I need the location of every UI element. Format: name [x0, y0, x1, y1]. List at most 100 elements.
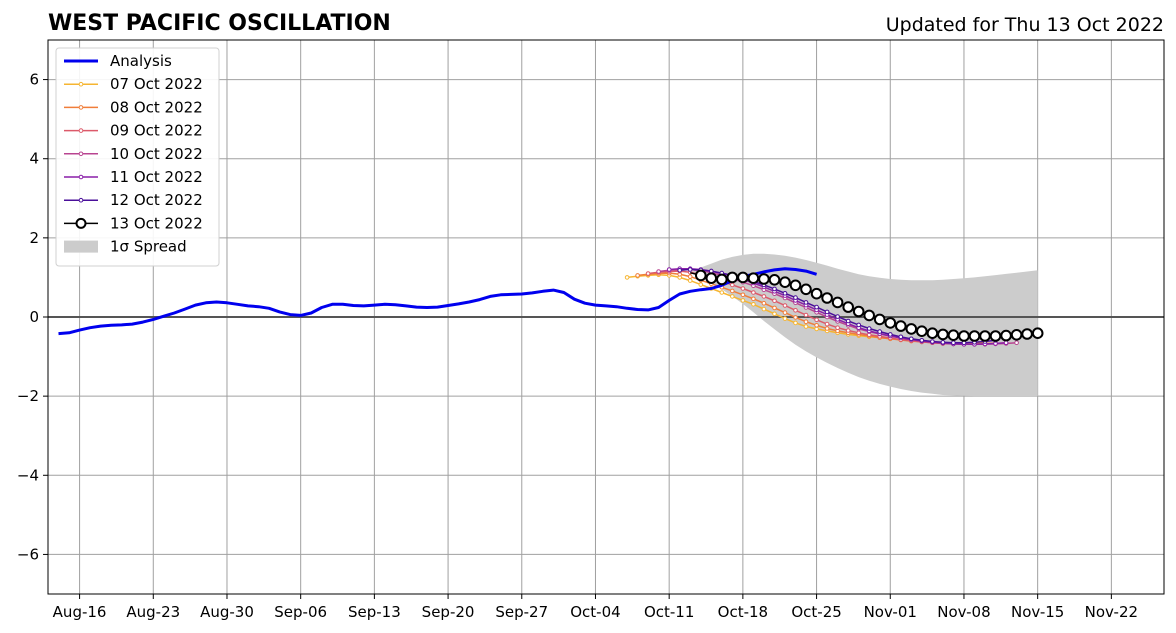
current-point-26 — [958, 330, 970, 342]
forecast-point-5-21 — [898, 334, 904, 340]
x-tick-label-3: Sep-06 — [274, 603, 327, 621]
forecast-point-0-12 — [751, 302, 756, 307]
current-markers — [695, 269, 1044, 342]
forecast-point-2-13 — [782, 303, 788, 308]
forecast-point-0-13 — [761, 306, 767, 312]
forecast-point-2-16 — [814, 317, 819, 323]
forecast-point-4-0 — [666, 267, 672, 272]
forecast-point-2-9 — [740, 286, 746, 291]
current-point-33 — [1031, 327, 1044, 340]
forecast-point-5-24 — [930, 339, 935, 344]
x-tick-label-14: Nov-22 — [1085, 603, 1138, 621]
current-point-9 — [779, 276, 791, 289]
forecast-point-2-17 — [824, 321, 830, 327]
legend-label-3: 09 Oct 2022 — [110, 122, 203, 140]
current-point-7 — [758, 273, 770, 285]
y-tick-label-3: 0 — [29, 308, 39, 326]
legend-marker-forecast-6 — [78, 197, 84, 203]
forecast-point-2-12 — [772, 298, 777, 304]
forecast-point-0-6 — [687, 278, 693, 283]
forecast-point-5-25 — [940, 340, 946, 345]
forecast-point-0-10 — [730, 294, 735, 299]
forecast-point-5-17 — [856, 322, 862, 328]
legend-label-1: 07 Oct 2022 — [110, 75, 203, 93]
forecast-point-5-20 — [888, 332, 893, 337]
forecast-point-5-11 — [793, 295, 798, 300]
forecast-point-5-0 — [677, 268, 683, 273]
legend-label-0: Analysis — [110, 52, 172, 70]
x-tick-label-12: Nov-08 — [937, 603, 990, 621]
forecast-point-2-19 — [845, 328, 851, 333]
forecast-point-3-34 — [1014, 340, 1019, 346]
forecast-point-5-22 — [909, 336, 914, 342]
current-point-28 — [979, 330, 991, 342]
forecast-point-5-19 — [877, 329, 883, 334]
forecast-point-0-14 — [772, 311, 777, 317]
legend-label-8: 1σ Spread — [110, 238, 187, 256]
current-point-5 — [737, 271, 749, 284]
forecast-point-3-0 — [656, 269, 661, 274]
forecast-point-2-14 — [793, 308, 798, 313]
forecast-point-5-16 — [845, 318, 851, 324]
legend-swatch-spread — [64, 240, 98, 253]
x-tick-label-13: Nov-15 — [1011, 603, 1064, 621]
forecast-point-1-12 — [761, 300, 767, 306]
forecast-point-5-18 — [866, 326, 872, 331]
current-point-14 — [831, 296, 844, 309]
current-point-4 — [726, 271, 739, 284]
current-point-23 — [926, 327, 939, 340]
forecast-point-1-13 — [772, 305, 777, 311]
x-tick-label-6: Sep-27 — [495, 603, 548, 621]
current-point-31 — [1010, 329, 1023, 341]
current-point-21 — [905, 323, 918, 335]
forecast-point-1-5 — [687, 274, 693, 279]
y-tick-label-1: −4 — [17, 466, 39, 484]
legend-label-7: 13 Oct 2022 — [110, 214, 203, 232]
legend-marker-forecast-3 — [78, 128, 84, 133]
legend-marker-forecast-1 — [78, 81, 84, 87]
forecast-point-0-16 — [793, 320, 798, 326]
current-point-10 — [789, 279, 802, 292]
current-point-22 — [916, 325, 928, 338]
forecast-point-1-15 — [793, 315, 798, 320]
legend-marker-current — [75, 217, 87, 229]
y-axis: −6 −4 −2 0 2 4 6 — [17, 71, 48, 563]
y-tick-label-5: 4 — [29, 150, 39, 168]
forecast-point-0-0 — [624, 275, 630, 280]
current-point-2 — [705, 272, 718, 285]
current-point-30 — [1000, 329, 1012, 342]
forecast-point-5-15 — [835, 314, 840, 319]
forecast-point-0-18 — [814, 326, 819, 332]
forecast-point-2-10 — [751, 290, 756, 295]
forecast-point-0-15 — [782, 316, 788, 321]
chart-title: WEST PACIFIC OSCILLATION — [48, 11, 391, 36]
x-tick-label-10: Oct-25 — [791, 603, 841, 621]
current-point-17 — [863, 309, 876, 322]
forecast-point-2-8 — [730, 282, 735, 288]
current-point-11 — [800, 283, 812, 296]
forecast-point-5-26 — [951, 340, 956, 346]
forecast-point-2-11 — [761, 294, 767, 299]
x-tick-label-0: Aug-16 — [53, 603, 107, 621]
y-tick-label-4: 2 — [29, 229, 39, 247]
legend-label-6: 12 Oct 2022 — [110, 191, 203, 209]
x-tick-label-2: Aug-30 — [200, 603, 254, 621]
current-point-32 — [1021, 328, 1033, 340]
forecast-point-2-20 — [856, 330, 862, 336]
current-point-19 — [884, 317, 897, 329]
legend-label-2: 08 Oct 2022 — [110, 98, 203, 116]
legend-marker-forecast-4 — [78, 151, 84, 157]
forecast-point-0-11 — [740, 298, 746, 303]
x-tick-label-7: Oct-04 — [570, 603, 620, 621]
current-point-18 — [873, 313, 886, 326]
legend-marker-forecast-2 — [78, 105, 84, 110]
x-tick-label-5: Sep-20 — [422, 603, 475, 621]
forecast-point-1-16 — [803, 319, 809, 325]
current-point-6 — [747, 272, 760, 285]
current-point-3 — [716, 273, 728, 286]
current-point-27 — [968, 330, 981, 342]
forecast-point-0-7 — [698, 282, 704, 287]
legend: Analysis 07 Oct 2022 08 Oct 2022 09 Oct 202… — [55, 47, 220, 267]
forecast-point-5-1 — [687, 267, 693, 272]
